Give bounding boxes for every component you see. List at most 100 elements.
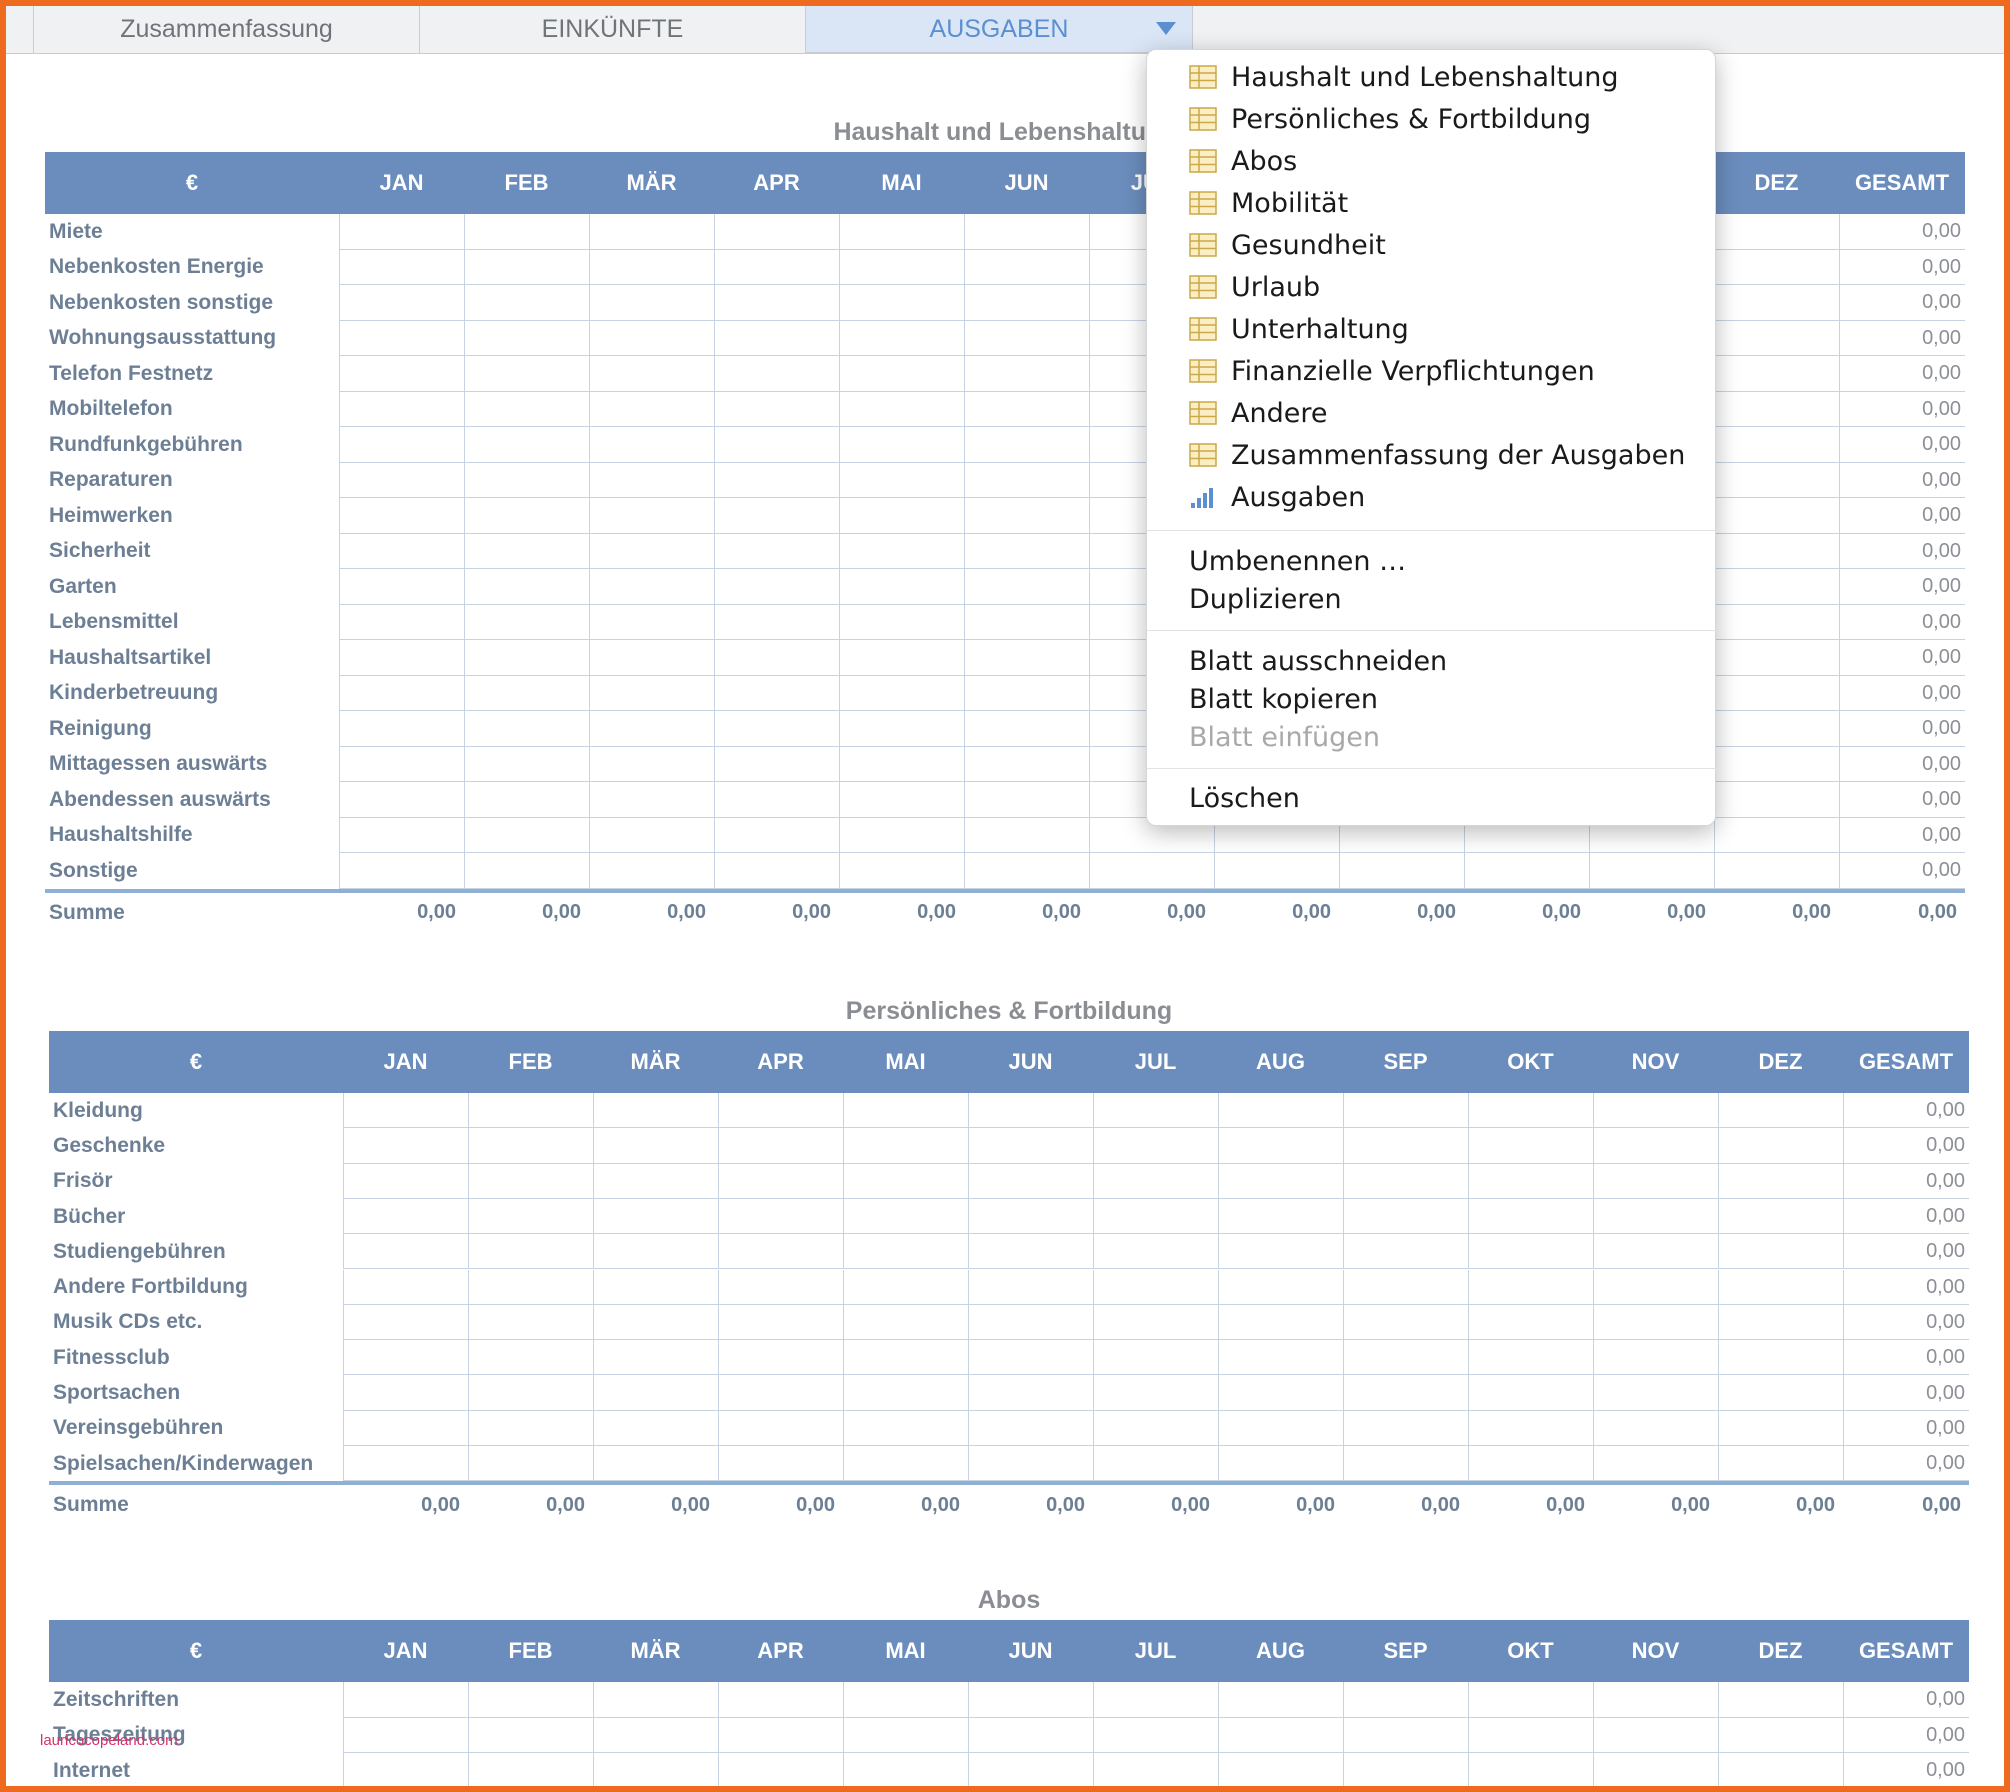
cell-dez[interactable] — [1718, 1375, 1843, 1411]
cell-okt[interactable] — [1464, 853, 1589, 889]
cell-mai[interactable] — [843, 1304, 968, 1341]
cell-mai[interactable] — [843, 1234, 968, 1270]
cell-gesamt[interactable]: 0,00 — [1839, 462, 1965, 498]
cell-sep[interactable] — [1343, 1375, 1468, 1411]
cell-gesamt[interactable]: 0,00 — [1843, 1682, 1969, 1718]
cell-feb[interactable] — [464, 746, 589, 782]
cell-feb[interactable] — [464, 214, 589, 250]
cell-okt[interactable] — [1468, 1269, 1593, 1305]
cell-mai[interactable] — [843, 1446, 968, 1482]
cell-jun[interactable] — [968, 1269, 1093, 1305]
cell-jan[interactable] — [339, 711, 464, 747]
cell-jul[interactable] — [1089, 249, 1214, 285]
cell-gesamt[interactable]: 0,00 — [1843, 1163, 1969, 1199]
cell-mar[interactable] — [589, 498, 714, 534]
cell-apr[interactable] — [714, 462, 839, 498]
cell-gesamt[interactable]: 0,00 — [1839, 640, 1965, 676]
cell-feb[interactable] — [464, 462, 589, 498]
cell-okt[interactable] — [1468, 1234, 1593, 1270]
cell-feb[interactable] — [468, 1304, 593, 1341]
cell-mar[interactable] — [589, 782, 714, 818]
cell-okt[interactable] — [1468, 1410, 1593, 1446]
cell-aug[interactable] — [1218, 1269, 1343, 1305]
cell-nov[interactable] — [1593, 1410, 1718, 1446]
cell-jan[interactable] — [339, 675, 464, 711]
cell-nov[interactable] — [1593, 1304, 1718, 1341]
menu-item-copy-sheet[interactable]: Blatt kopieren — [1189, 683, 1378, 715]
cell-mai[interactable] — [843, 1375, 968, 1411]
cell-gesamt[interactable]: 0,00 — [1843, 1304, 1969, 1341]
cell-dez[interactable] — [1718, 1753, 1843, 1789]
cell-mar[interactable] — [589, 533, 714, 569]
cell-sep[interactable] — [1343, 1304, 1468, 1341]
cell-jul[interactable] — [1093, 1375, 1218, 1411]
cell-jan[interactable] — [339, 782, 464, 818]
cell-aug[interactable] — [1214, 853, 1339, 889]
menu-item-sheet[interactable]: Gesundheit — [1189, 225, 1386, 265]
cell-jan[interactable] — [343, 1753, 468, 1789]
cell-jan[interactable] — [339, 427, 464, 463]
cell-mai[interactable] — [839, 853, 964, 889]
cell-gesamt[interactable]: 0,00 — [1839, 391, 1965, 427]
cell-sep[interactable] — [1343, 1269, 1468, 1305]
cell-apr[interactable] — [714, 640, 839, 676]
cell-aug[interactable] — [1218, 1410, 1343, 1446]
cell-jan[interactable] — [339, 853, 464, 889]
cell-apr[interactable] — [714, 604, 839, 640]
cell-jan[interactable] — [343, 1375, 468, 1411]
cell-sep[interactable] — [1343, 1198, 1468, 1235]
cell-jan[interactable] — [339, 249, 464, 285]
cell-feb[interactable] — [464, 569, 589, 605]
menu-item-sheet[interactable]: Ausgaben — [1189, 477, 1365, 517]
cell-jun[interactable] — [964, 817, 1089, 853]
menu-item-sheet[interactable]: Abos — [1189, 141, 1297, 181]
cell-mai[interactable] — [843, 1198, 968, 1235]
cell-apr[interactable] — [718, 1234, 843, 1270]
cell-jun[interactable] — [964, 249, 1089, 285]
cell-gesamt[interactable]: 0,00 — [1843, 1269, 1969, 1305]
cell-okt[interactable] — [1468, 1163, 1593, 1199]
cell-mar[interactable] — [589, 746, 714, 782]
tab-einkuenfte[interactable]: EINKÜNFTE — [420, 6, 806, 53]
cell-jun[interactable] — [964, 604, 1089, 640]
menu-item-sheet[interactable]: Finanzielle Verpflichtungen — [1189, 351, 1595, 391]
cell-dez[interactable] — [1718, 1093, 1843, 1129]
cell-gesamt[interactable]: 0,00 — [1839, 817, 1965, 853]
cell-okt[interactable] — [1468, 1375, 1593, 1411]
cell-jun[interactable] — [964, 214, 1089, 250]
cell-gesamt[interactable]: 0,00 — [1839, 675, 1965, 711]
cell-apr[interactable] — [714, 285, 839, 321]
cell-apr[interactable] — [714, 782, 839, 818]
cell-jul[interactable] — [1093, 1163, 1218, 1199]
cell-feb[interactable] — [464, 640, 589, 676]
cell-jan[interactable] — [339, 569, 464, 605]
cell-jun[interactable] — [964, 569, 1089, 605]
cell-jun[interactable] — [964, 285, 1089, 321]
cell-gesamt[interactable]: 0,00 — [1843, 1198, 1969, 1235]
cell-gesamt[interactable]: 0,00 — [1843, 1340, 1969, 1376]
cell-jul[interactable] — [1093, 1234, 1218, 1270]
menu-item-sheet[interactable]: Haushalt und Lebenshaltung — [1189, 57, 1619, 97]
cell-jun[interactable] — [964, 640, 1089, 676]
cell-jan[interactable] — [343, 1304, 468, 1341]
cell-aug[interactable] — [1218, 1375, 1343, 1411]
cell-mar[interactable] — [589, 675, 714, 711]
cell-mar[interactable] — [593, 1753, 718, 1789]
cell-mai[interactable] — [839, 285, 964, 321]
cell-jul[interactable] — [1089, 214, 1214, 250]
cell-apr[interactable] — [718, 1093, 843, 1129]
menu-item-sheet[interactable]: Andere — [1189, 393, 1327, 433]
cell-nov[interactable] — [1593, 1234, 1718, 1270]
cell-jul[interactable] — [1089, 640, 1214, 676]
cell-mar[interactable] — [589, 604, 714, 640]
cell-jan[interactable] — [339, 356, 464, 392]
cell-apr[interactable] — [714, 746, 839, 782]
cell-nov[interactable] — [1593, 1269, 1718, 1305]
cell-feb[interactable] — [464, 320, 589, 356]
cell-jun[interactable] — [968, 1717, 1093, 1753]
cell-sep[interactable] — [1343, 1682, 1468, 1718]
cell-aug[interactable] — [1218, 1717, 1343, 1753]
cell-jun[interactable] — [968, 1682, 1093, 1718]
cell-feb[interactable] — [468, 1410, 593, 1446]
cell-feb[interactable] — [464, 782, 589, 818]
